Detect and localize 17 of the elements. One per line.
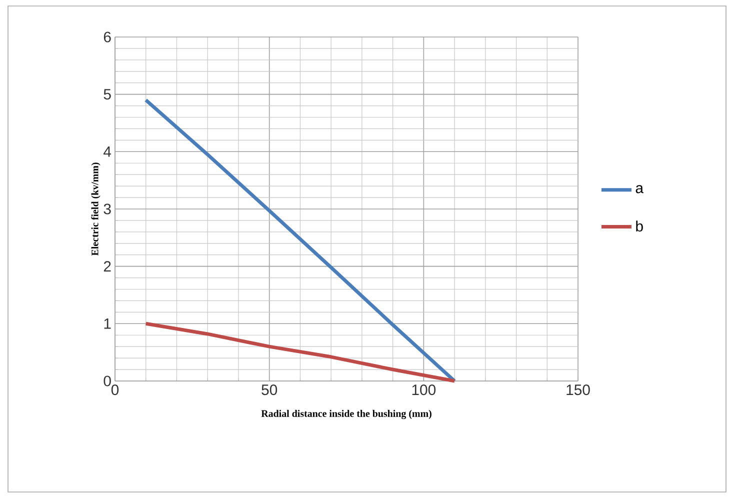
x-tick-label: 100 <box>412 384 436 396</box>
x-tick-label: 50 <box>262 384 278 396</box>
y-tick-label: 4 <box>104 146 112 157</box>
legend-label: b <box>636 220 643 232</box>
line-series <box>144 98 456 383</box>
x-axis-title: Radial distance inside the bushing (mm) <box>261 410 432 420</box>
y-tick-label: 3 <box>104 204 111 214</box>
line-series <box>144 322 456 383</box>
y-tick-label: 6 <box>104 32 111 42</box>
y-tick-label: 0 <box>104 376 111 386</box>
y-axis-title: Electric field (kv/mm) <box>91 162 100 256</box>
y-tick-label: 2 <box>104 261 111 272</box>
legend-label: a <box>636 185 644 194</box>
x-tick-label: 150 <box>566 384 590 396</box>
y-tick-label: 1 <box>104 318 111 329</box>
x-tick-label: 0 <box>111 384 119 396</box>
y-tick-label: 5 <box>104 89 111 100</box>
